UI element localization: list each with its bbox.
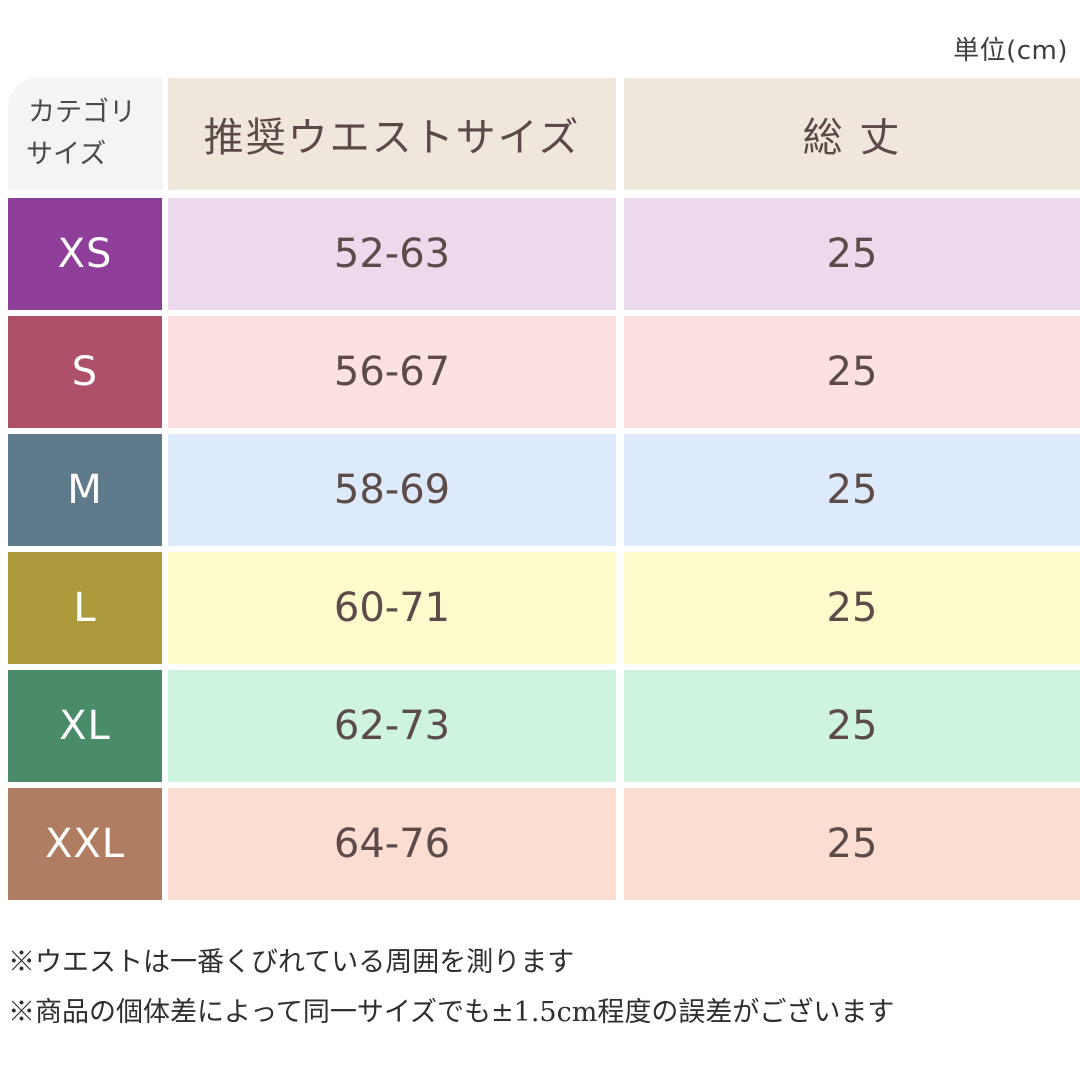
corner-size-label: サイズ <box>26 139 107 170</box>
corner-category-label: カテゴリ <box>28 97 136 128</box>
table-row: XS 52-63 25 <box>8 198 1080 310</box>
note-size-tolerance: ※商品の個体差によって同一サイズでも±1.5cm程度の誤差がございます <box>8 997 895 1028</box>
table-row: XXL 64-76 25 <box>8 788 1080 900</box>
waist-value-m: 58-69 <box>168 434 616 546</box>
waist-value-l: 60-71 <box>168 552 616 664</box>
waist-value-xl: 62-73 <box>168 670 616 782</box>
length-value-xxl: 25 <box>624 788 1080 900</box>
length-value-xs: 25 <box>624 198 1080 310</box>
waist-value-xxl: 64-76 <box>168 788 616 900</box>
size-label-xs: XS <box>8 198 162 310</box>
table-row: M 58-69 25 <box>8 434 1080 546</box>
size-label-l: L <box>8 552 162 664</box>
length-value-m: 25 <box>624 434 1080 546</box>
size-label-xxl: XXL <box>8 788 162 900</box>
size-label-m: M <box>8 434 162 546</box>
waist-value-xs: 52-63 <box>168 198 616 310</box>
length-value-xl: 25 <box>624 670 1080 782</box>
size-table: カテゴリ サイズ 推奨ウエストサイズ 総 丈 XS 52-63 25 S 56-… <box>8 78 1080 906</box>
size-label-xl: XL <box>8 670 162 782</box>
waist-value-s: 56-67 <box>168 316 616 428</box>
length-value-l: 25 <box>624 552 1080 664</box>
header-waist: 推奨ウエストサイズ <box>168 78 616 190</box>
notes: ※ウエストは一番くびれている周囲を測ります ※商品の個体差によって同一サイズでも… <box>8 938 1080 1038</box>
table-header-row: カテゴリ サイズ 推奨ウエストサイズ 総 丈 <box>8 78 1080 190</box>
note-waist-measurement: ※ウエストは一番くびれている周囲を測ります <box>8 947 575 978</box>
category-size-corner: カテゴリ サイズ <box>8 78 162 190</box>
size-label-s: S <box>8 316 162 428</box>
unit-label: 単位(cm) <box>953 36 1068 66</box>
header-length: 総 丈 <box>624 78 1080 190</box>
table-row: XL 62-73 25 <box>8 670 1080 782</box>
table-row: S 56-67 25 <box>8 316 1080 428</box>
table-row: L 60-71 25 <box>8 552 1080 664</box>
length-value-s: 25 <box>624 316 1080 428</box>
